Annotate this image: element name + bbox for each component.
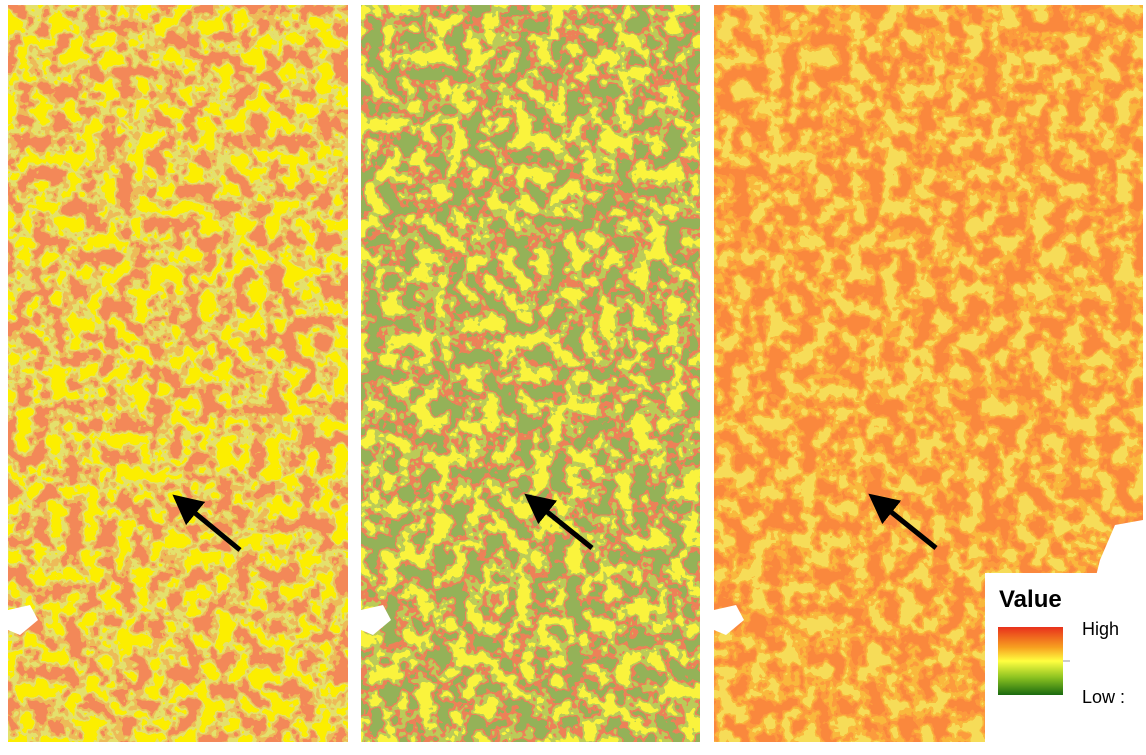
map-panel — [361, 5, 700, 742]
nodata-area — [714, 605, 744, 635]
arrow — [172, 494, 242, 552]
nodata-area — [361, 605, 391, 635]
legend-title: Value — [999, 586, 1062, 613]
legend-low: Low : — [1082, 687, 1125, 707]
legend: Value High Low : — [985, 573, 1146, 748]
arrow — [524, 493, 594, 550]
nodata-area — [1095, 520, 1143, 580]
nodata-area — [8, 605, 38, 635]
legend-ramp — [998, 627, 1063, 695]
map-panel — [8, 5, 348, 742]
arrow — [868, 493, 938, 550]
legend-high: High — [1082, 619, 1119, 639]
